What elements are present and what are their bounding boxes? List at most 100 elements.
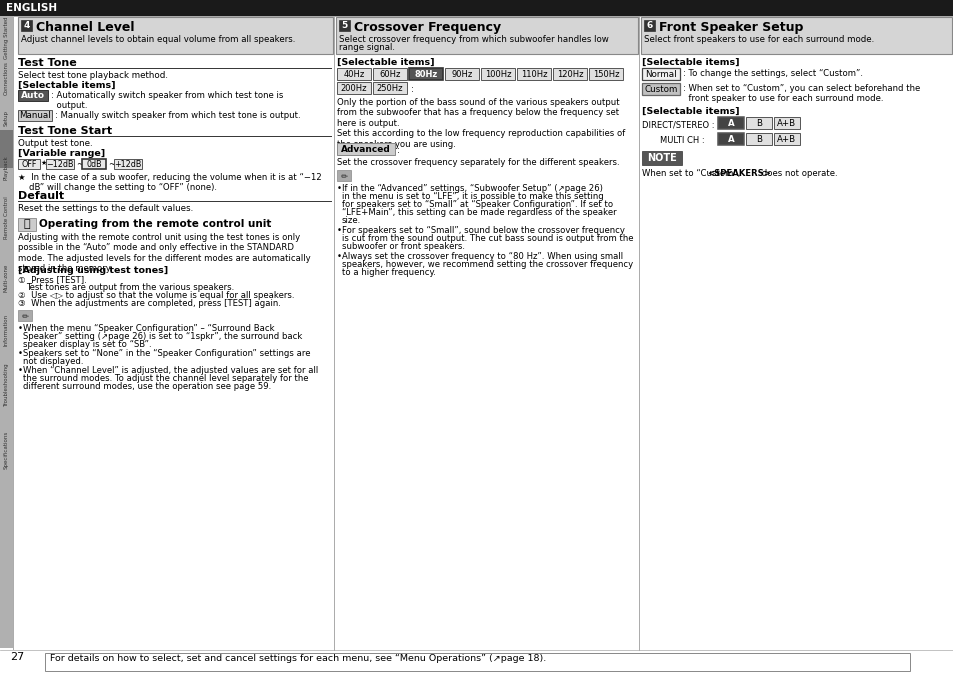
- Bar: [773, 133, 800, 145]
- Text: Channel Level: Channel Level: [36, 21, 134, 34]
- Text: Operating from the remote control unit: Operating from the remote control unit: [39, 219, 271, 229]
- Bar: [45, 653, 909, 671]
- Text: Test Tone Start: Test Tone Start: [18, 126, 112, 136]
- Text: [Selectable items]: [Selectable items]: [641, 58, 739, 67]
- Bar: [553, 68, 586, 80]
- Text: [Adjusting using test tones]: [Adjusting using test tones]: [18, 266, 168, 275]
- Text: : Automatically switch speaker from which test tone is
  output.: : Automatically switch speaker from whic…: [51, 91, 283, 111]
- Text: Default: Default: [18, 191, 64, 201]
- Text: 250Hz: 250Hz: [376, 84, 403, 93]
- Text: 27: 27: [10, 652, 24, 662]
- Text: B: B: [755, 119, 761, 128]
- Text: [Selectable items]: [Selectable items]: [18, 81, 115, 90]
- Text: For details on how to select, set and cancel settings for each menu, see “Menu O: For details on how to select, set and ca…: [50, 654, 546, 663]
- Text: <SPEAKERS>: <SPEAKERS>: [706, 169, 770, 178]
- Text: to a higher frequency.: to a higher frequency.: [341, 268, 436, 277]
- Text: •When “Channel Level” is adjusted, the adjusted values are set for all: •When “Channel Level” is adjusted, the a…: [18, 366, 318, 375]
- Text: speaker display is set to “SB”.: speaker display is set to “SB”.: [23, 340, 152, 349]
- Text: ENGLISH: ENGLISH: [6, 3, 57, 13]
- Bar: [18, 110, 52, 121]
- Bar: [0, 16, 13, 648]
- Text: •For speakers set to “Small”, sound below the crossover frequency: •For speakers set to “Small”, sound belo…: [336, 226, 624, 235]
- Text: :: :: [396, 146, 399, 155]
- Bar: [113, 159, 142, 169]
- Bar: [641, 151, 681, 165]
- Text: Output test tone.: Output test tone.: [18, 139, 92, 148]
- Text: ②  Use ◁▷ to adjust so that the volume is equal for all speakers.: ② Use ◁▷ to adjust so that the volume is…: [18, 291, 294, 300]
- Text: 90Hz: 90Hz: [451, 70, 472, 79]
- Text: : To change the settings, select “Custom”.: : To change the settings, select “Custom…: [682, 69, 862, 78]
- Text: size.: size.: [341, 216, 361, 225]
- Bar: [0, 650, 953, 675]
- Text: 150Hz: 150Hz: [592, 70, 618, 79]
- Text: 110Hz: 110Hz: [520, 70, 547, 79]
- Text: Specifications: Specifications: [4, 431, 9, 469]
- Bar: [18, 90, 48, 101]
- Text: Only the portion of the bass sound of the various speakers output
from the subwo: Only the portion of the bass sound of th…: [336, 98, 624, 148]
- Text: Multi-zone: Multi-zone: [4, 264, 9, 292]
- Bar: [336, 82, 371, 94]
- Text: MULTI CH :: MULTI CH :: [659, 136, 704, 145]
- Text: Test Tone: Test Tone: [18, 58, 76, 68]
- Text: Troubleshooting: Troubleshooting: [4, 363, 9, 407]
- Text: NOTE: NOTE: [646, 153, 677, 163]
- Bar: [641, 68, 679, 80]
- Text: Front Speaker Setup: Front Speaker Setup: [659, 21, 802, 34]
- Bar: [641, 83, 679, 95]
- Bar: [0, 130, 13, 168]
- Text: :: :: [411, 85, 414, 94]
- Bar: [373, 82, 407, 94]
- Text: Select test tone playback method.: Select test tone playback method.: [18, 71, 168, 80]
- Text: Connections: Connections: [4, 61, 9, 95]
- Text: Adjust channel levels to obtain equal volume from all speakers.: Adjust channel levels to obtain equal vo…: [21, 35, 295, 44]
- Text: ⌕: ⌕: [24, 219, 30, 229]
- Bar: [640, 17, 951, 54]
- Text: 4: 4: [23, 21, 30, 30]
- Text: Set the crossover frequency separately for the different speakers.: Set the crossover frequency separately f…: [336, 158, 619, 167]
- Text: A: A: [727, 135, 734, 144]
- Text: •Speakers set to “None” in the “Speaker Configuration” settings are: •Speakers set to “None” in the “Speaker …: [18, 349, 310, 358]
- Text: ①  Press [TEST].: ① Press [TEST].: [18, 275, 87, 284]
- Text: ★  In the case of a sub woofer, reducing the volume when it is at “−12
    dB” w: ★ In the case of a sub woofer, reducing …: [18, 173, 321, 192]
- Text: −12dB: −12dB: [46, 160, 73, 169]
- Text: +12dB: +12dB: [114, 160, 142, 169]
- Text: Auto: Auto: [21, 92, 45, 101]
- Text: ✏: ✏: [22, 311, 29, 320]
- Text: Custom: Custom: [643, 85, 677, 94]
- Bar: [0, 0, 953, 16]
- Text: does not operate.: does not operate.: [759, 169, 837, 178]
- Bar: [480, 68, 515, 80]
- Text: 120Hz: 120Hz: [557, 70, 582, 79]
- Text: subwoofer or front speakers.: subwoofer or front speakers.: [341, 242, 464, 251]
- Text: When set to “Custom”,: When set to “Custom”,: [641, 169, 742, 178]
- Text: range signal.: range signal.: [338, 43, 395, 52]
- Text: 5: 5: [341, 21, 347, 30]
- Text: Select front speakers to use for each surround mode.: Select front speakers to use for each su…: [643, 35, 873, 44]
- Text: “LFE+Main”, this setting can be made regardless of the speaker: “LFE+Main”, this setting can be made reg…: [341, 208, 616, 217]
- Text: DIRECT/STEREO :: DIRECT/STEREO :: [641, 120, 714, 129]
- Bar: [18, 17, 333, 54]
- Text: for speakers set to “Small” at “Speaker Configuration”. If set to: for speakers set to “Small” at “Speaker …: [341, 200, 613, 209]
- Text: Setup: Setup: [4, 110, 9, 126]
- Bar: [335, 17, 638, 54]
- Text: ③  When the adjustments are completed, press [TEST] again.: ③ When the adjustments are completed, pr…: [18, 299, 280, 308]
- Text: Manual: Manual: [19, 111, 51, 121]
- Text: 200Hz: 200Hz: [340, 84, 367, 93]
- Text: ~: ~: [76, 160, 83, 169]
- Bar: [718, 133, 743, 145]
- Text: 60Hz: 60Hz: [379, 70, 400, 79]
- Text: ✏: ✏: [340, 171, 347, 180]
- Bar: [409, 68, 442, 80]
- Text: Normal: Normal: [644, 70, 676, 79]
- Bar: [643, 20, 655, 31]
- Text: OFF: OFF: [21, 160, 36, 169]
- Text: ~: ~: [108, 160, 115, 169]
- Text: the surround modes. To adjust the channel level separately for the: the surround modes. To adjust the channe…: [23, 374, 308, 383]
- Bar: [718, 117, 743, 129]
- Text: 100Hz: 100Hz: [484, 70, 511, 79]
- Bar: [336, 143, 395, 155]
- Bar: [373, 68, 407, 80]
- Text: Adjusting with the remote control unit using the test tones is only
possible in : Adjusting with the remote control unit u…: [18, 233, 311, 273]
- Text: •If in the “Advanced” settings, “Subwoofer Setup” (↗page 26): •If in the “Advanced” settings, “Subwoof…: [336, 184, 602, 193]
- Text: 0dB: 0dB: [86, 160, 102, 169]
